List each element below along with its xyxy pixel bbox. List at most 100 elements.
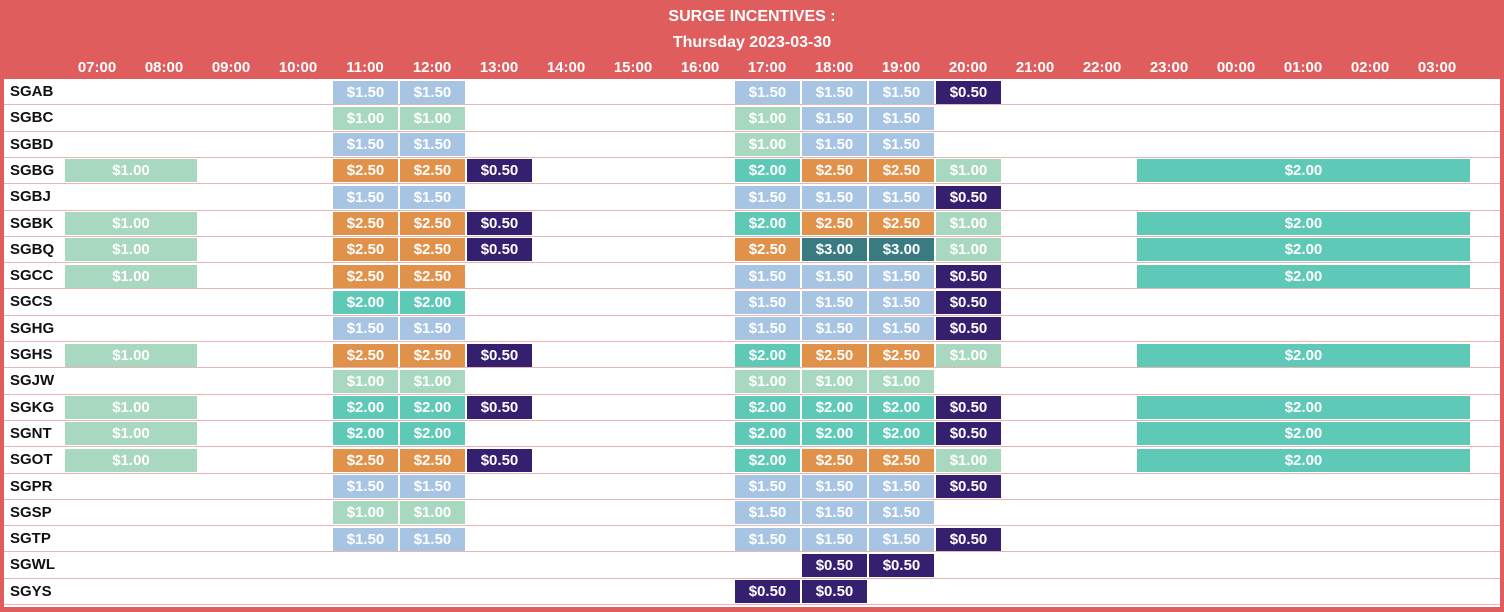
zone-code: SGBG xyxy=(10,161,55,179)
incentive-cell: $1.50 xyxy=(802,264,867,288)
hour-header: 13:00 xyxy=(479,59,519,76)
incentive-cell: $0.50 xyxy=(936,396,1001,420)
row-divider xyxy=(4,446,1500,448)
incentive-cell: $1.50 xyxy=(400,185,465,209)
incentive-cell: $1.00 xyxy=(65,396,197,420)
hour-header: 02:00 xyxy=(1350,59,1390,76)
incentive-cell: $0.50 xyxy=(936,475,1001,498)
hour-header: 07:00 xyxy=(77,59,117,76)
incentive-cell: $1.00 xyxy=(936,448,1001,472)
incentive-cell: $1.50 xyxy=(869,133,934,157)
incentive-cell: $2.00 xyxy=(802,422,867,446)
hour-header: 14:00 xyxy=(546,59,586,76)
row-divider xyxy=(4,367,1500,369)
row-divider xyxy=(4,209,1500,211)
row-divider xyxy=(4,498,1500,500)
row-divider xyxy=(4,551,1500,553)
zone-code: SGTP xyxy=(10,530,51,548)
incentive-cell: $2.50 xyxy=(869,448,934,472)
incentive-cell: $1.00 xyxy=(869,369,934,393)
zone-code: SGSP xyxy=(10,503,52,521)
incentive-cell: $2.50 xyxy=(802,448,867,472)
hour-header: 00:00 xyxy=(1216,59,1256,76)
incentive-cell: $1.00 xyxy=(65,238,197,262)
zone-code: SGBC xyxy=(10,109,54,127)
incentive-cell: $2.00 xyxy=(400,396,465,420)
incentive-cell: $2.00 xyxy=(735,448,800,472)
incentive-cell: $2.00 xyxy=(1137,422,1470,446)
hour-header: 19:00 xyxy=(881,59,921,76)
incentive-cell: $2.00 xyxy=(1137,396,1470,420)
incentive-cell: $2.00 xyxy=(1137,212,1470,235)
row-divider xyxy=(4,288,1500,290)
row-divider xyxy=(4,235,1500,237)
incentive-cell: $1.50 xyxy=(400,475,465,498)
hour-header: 15:00 xyxy=(613,59,653,76)
incentive-cell: $3.00 xyxy=(869,238,934,262)
row-divider xyxy=(4,472,1500,474)
incentive-cell: $0.50 xyxy=(467,448,532,472)
incentive-cell: $1.50 xyxy=(802,527,867,551)
zone-code: SGHS xyxy=(10,346,53,363)
incentive-cell: $1.50 xyxy=(802,106,867,130)
incentive-cell: $2.50 xyxy=(802,212,867,235)
incentive-cell: $1.50 xyxy=(802,317,867,341)
incentive-cell: $2.00 xyxy=(735,422,800,446)
zone-code: SGBQ xyxy=(10,240,55,258)
zone-code: SGYS xyxy=(10,582,52,600)
incentive-cell: $2.00 xyxy=(333,290,398,314)
incentive-cell: $1.50 xyxy=(333,133,398,157)
incentive-cell: $1.50 xyxy=(735,264,800,288)
incentive-cell: $0.50 xyxy=(936,527,1001,551)
incentive-cell: $1.50 xyxy=(735,527,800,551)
incentive-cell: $1.00 xyxy=(65,422,197,446)
hour-header: 12:00 xyxy=(412,59,452,76)
incentive-cell: $0.50 xyxy=(467,159,532,183)
row-divider xyxy=(4,262,1500,264)
incentive-cell: $1.00 xyxy=(65,343,197,367)
zone-code: SGKG xyxy=(10,398,55,416)
row-divider xyxy=(4,104,1500,106)
incentive-cell: $2.00 xyxy=(333,396,398,420)
incentive-cell: $0.50 xyxy=(936,264,1001,288)
incentive-cell: $2.50 xyxy=(400,238,465,262)
hour-header: 20:00 xyxy=(948,59,988,76)
incentive-cell: $1.50 xyxy=(802,290,867,314)
row-divider xyxy=(4,419,1500,421)
incentive-cell: $1.00 xyxy=(735,106,800,130)
zone-code: SGBK xyxy=(10,214,54,232)
incentive-cell: $0.50 xyxy=(936,80,1001,104)
incentive-cell: $0.50 xyxy=(936,422,1001,446)
incentive-cell: $2.00 xyxy=(1137,238,1470,262)
incentive-cell: $1.50 xyxy=(869,80,934,104)
incentive-cell: $2.50 xyxy=(333,159,398,183)
incentive-cell: $1.00 xyxy=(333,501,398,525)
incentive-cell: $2.50 xyxy=(333,264,398,288)
incentive-cell: $1.50 xyxy=(735,290,800,314)
zone-code: SGCS xyxy=(10,293,53,311)
row-divider xyxy=(4,156,1500,158)
incentive-cell: $0.50 xyxy=(467,396,532,420)
zone-code: SGBD xyxy=(10,135,54,153)
hour-header: 09:00 xyxy=(211,59,251,76)
incentive-cell: $1.50 xyxy=(869,264,934,288)
incentive-cell: $2.00 xyxy=(1137,264,1470,288)
table-title: SURGE INCENTIVES : xyxy=(668,8,836,25)
incentive-cell: $1.50 xyxy=(802,80,867,104)
incentive-cell: $0.50 xyxy=(869,553,934,577)
incentive-cell: $1.50 xyxy=(802,475,867,498)
hour-header: 18:00 xyxy=(814,59,854,76)
incentive-cell: $0.50 xyxy=(936,290,1001,314)
incentive-cell: $1.00 xyxy=(400,501,465,525)
incentive-cell: $1.00 xyxy=(65,212,197,235)
incentive-cell: $1.50 xyxy=(400,527,465,551)
row-divider xyxy=(4,314,1500,316)
incentive-cell: $2.00 xyxy=(735,343,800,367)
incentive-cell: $2.00 xyxy=(333,422,398,446)
incentive-cell: $1.00 xyxy=(735,369,800,393)
incentive-cell: $2.00 xyxy=(735,212,800,235)
incentive-cell: $1.50 xyxy=(333,185,398,209)
row-divider xyxy=(4,577,1500,579)
zone-code: SGNT xyxy=(10,424,52,442)
incentive-cell: $1.00 xyxy=(936,159,1001,183)
